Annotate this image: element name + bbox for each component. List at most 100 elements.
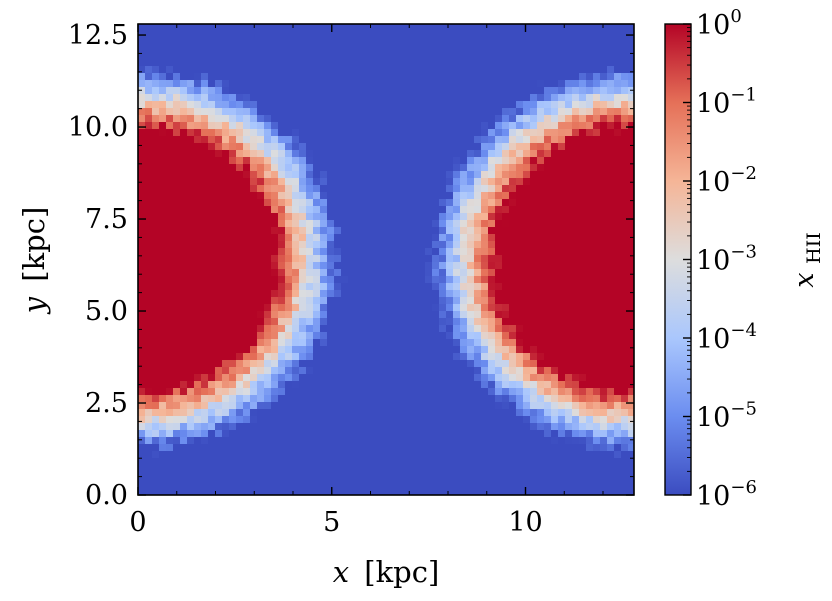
heatmap-cell: [215, 430, 223, 438]
heatmap-cell: [502, 143, 510, 151]
heatmap-cell: [334, 31, 342, 39]
heatmap-cell: [194, 374, 202, 382]
heatmap-cell: [376, 45, 384, 53]
heatmap-cell: [530, 430, 538, 438]
heatmap-cell: [572, 388, 580, 396]
heatmap-cell: [460, 66, 468, 74]
heatmap-cell: [558, 353, 566, 361]
heatmap-cell: [334, 52, 342, 60]
heatmap-cell: [460, 115, 468, 123]
heatmap-cell: [383, 171, 391, 179]
heatmap-cell: [628, 87, 634, 95]
heatmap-cell: [348, 367, 356, 375]
heatmap-cell: [488, 38, 496, 46]
heatmap-cell: [278, 157, 286, 165]
heatmap-cell: [285, 87, 293, 95]
heatmap-cell: [355, 381, 363, 389]
heatmap-cell: [586, 458, 594, 466]
heatmap-cell: [208, 59, 216, 67]
heatmap-cell: [390, 325, 398, 333]
heatmap-cell: [222, 465, 230, 473]
heatmap-cell: [579, 360, 587, 368]
heatmap-cell: [376, 66, 384, 74]
heatmap-cell: [390, 192, 398, 200]
heatmap-cell: [187, 367, 195, 375]
heatmap-cell: [320, 339, 328, 347]
heatmap-cell: [628, 402, 634, 410]
heatmap-cell: [229, 304, 237, 312]
heatmap-cell: [166, 262, 174, 270]
heatmap-cell: [320, 402, 328, 410]
heatmap-cell: [236, 248, 244, 256]
heatmap-cell: [187, 479, 195, 487]
heatmap-cell: [369, 185, 377, 193]
heatmap-cell: [397, 24, 405, 32]
heatmap-cell: [285, 360, 293, 368]
heatmap-cell: [586, 192, 594, 200]
heatmap-cell: [201, 248, 209, 256]
heatmap-cell: [278, 185, 286, 193]
heatmap-cell: [138, 108, 146, 116]
heatmap-cell: [271, 157, 279, 165]
heatmap-cell: [369, 304, 377, 312]
heatmap-cell: [467, 262, 475, 270]
heatmap-cell: [544, 283, 552, 291]
heatmap-cell: [572, 430, 580, 438]
heatmap-cell: [586, 269, 594, 277]
heatmap-cell: [334, 80, 342, 88]
heatmap-cell: [446, 122, 454, 130]
heatmap-cell: [215, 199, 223, 207]
heatmap-cell: [439, 283, 447, 291]
heatmap-cell: [383, 486, 391, 494]
heatmap-cell: [201, 367, 209, 375]
heatmap-cell: [523, 339, 531, 347]
heatmap-cell: [292, 171, 300, 179]
heatmap-cell: [383, 430, 391, 438]
heatmap-cell: [516, 423, 524, 431]
heatmap-cell: [243, 199, 251, 207]
heatmap-cell: [236, 213, 244, 221]
heatmap-cell: [215, 381, 223, 389]
heatmap-cell: [236, 87, 244, 95]
heatmap-cell: [334, 283, 342, 291]
heatmap-cell: [383, 444, 391, 452]
heatmap-cell: [614, 479, 622, 487]
heatmap-cell: [607, 437, 615, 445]
heatmap-cell: [432, 129, 440, 137]
heatmap-cell: [348, 38, 356, 46]
heatmap-cell: [628, 45, 634, 53]
heatmap-cell: [222, 269, 230, 277]
heatmap-cell: [474, 241, 482, 249]
heatmap-cell: [397, 94, 405, 102]
heatmap-cell: [341, 381, 349, 389]
heatmap-cell: [551, 206, 559, 214]
heatmap-cell: [593, 262, 601, 270]
heatmap-cell: [306, 486, 314, 494]
heatmap-cell: [509, 45, 517, 53]
heatmap-cell: [159, 304, 167, 312]
heatmap-cell: [187, 108, 195, 116]
heatmap-cell: [383, 248, 391, 256]
heatmap-cell: [474, 108, 482, 116]
heatmap-cell: [362, 402, 370, 410]
heatmap-cell: [390, 416, 398, 424]
heatmap-cell: [173, 409, 181, 417]
heatmap-cell: [201, 80, 209, 88]
heatmap-cell: [341, 227, 349, 235]
heatmap-cell: [404, 360, 412, 368]
heatmap-cell: [334, 38, 342, 46]
heatmap-cell: [264, 164, 272, 172]
heatmap-cell: [159, 24, 167, 32]
heatmap-cell: [229, 332, 237, 340]
heatmap-cell: [229, 416, 237, 424]
heatmap-cell: [369, 360, 377, 368]
heatmap-cell: [320, 472, 328, 480]
heatmap-cell: [474, 479, 482, 487]
heatmap-cell: [586, 290, 594, 298]
heatmap-cell: [222, 283, 230, 291]
heatmap-cell: [376, 38, 384, 46]
heatmap-cell: [439, 164, 447, 172]
heatmap-cell: [397, 381, 405, 389]
heatmap-cell: [180, 94, 188, 102]
heatmap-cell: [236, 381, 244, 389]
